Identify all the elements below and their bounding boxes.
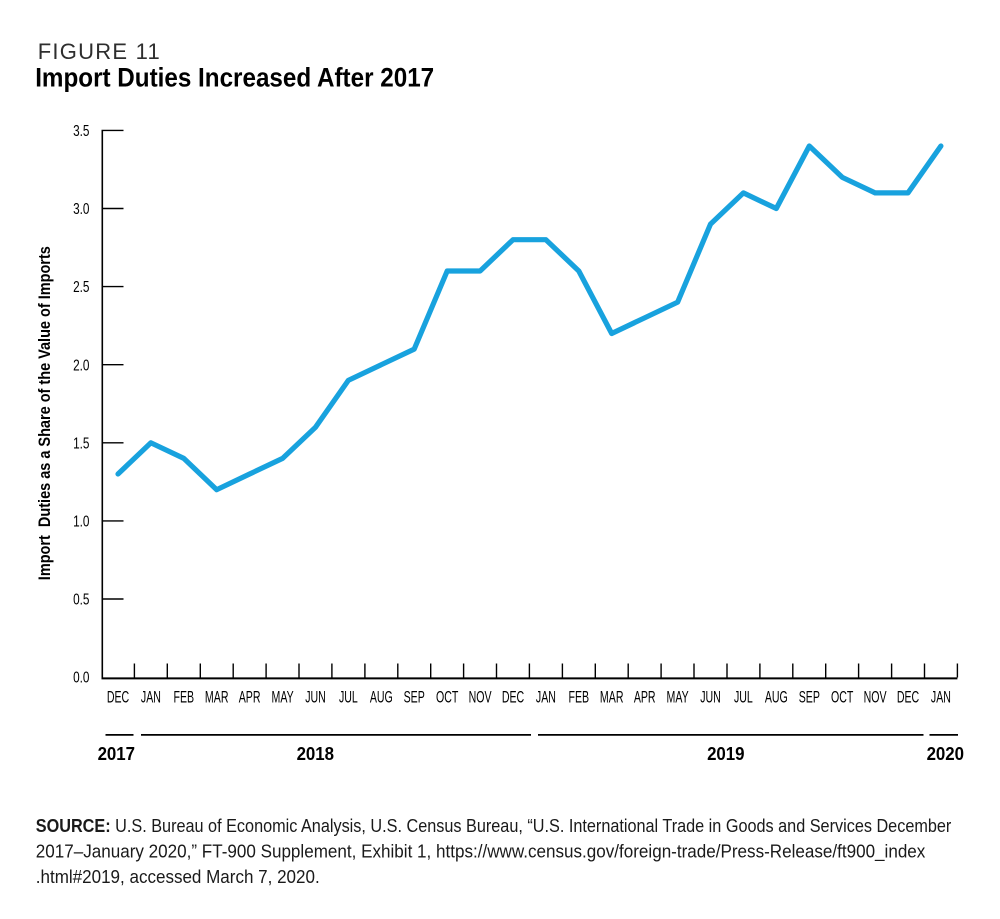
svg-text:3.5: 3.5 [73,123,90,140]
svg-text:DEC: DEC [107,688,129,706]
svg-text:2.0: 2.0 [73,357,90,374]
svg-text:JUN: JUN [305,688,326,706]
svg-text:Import Duties as a Share of t: Import Duties as a Share of the Value of… [36,246,54,580]
svg-text:JUL: JUL [339,688,358,706]
svg-text:SEP: SEP [799,688,820,706]
svg-text:2020: 2020 [927,743,965,764]
svg-text:MAR: MAR [600,688,624,706]
svg-text:AUG: AUG [370,688,393,706]
svg-text:1.5: 1.5 [73,435,90,452]
svg-text:FEB: FEB [569,688,590,706]
svg-text:2019: 2019 [707,743,745,764]
svg-text:JAN: JAN [536,688,556,706]
svg-text:2017–January 2020,” FT-900 Sup: 2017–January 2020,” FT-900 Supplement, E… [36,841,926,863]
svg-text:FEB: FEB [174,688,195,706]
svg-text:SOURCE: U.S. Bureau of Economi: SOURCE: U.S. Bureau of Economic Analysis… [36,815,952,836]
svg-text:AUG: AUG [765,688,788,706]
svg-text:DEC: DEC [897,688,919,706]
svg-text:2017: 2017 [98,743,136,764]
svg-text:0.0: 0.0 [73,669,90,686]
svg-text:0.5: 0.5 [73,591,90,608]
svg-text:DEC: DEC [502,688,524,706]
svg-text:JAN: JAN [931,688,951,706]
svg-text:MAR: MAR [205,688,229,706]
svg-text:JAN: JAN [141,688,161,706]
svg-text:MAY: MAY [272,688,294,706]
svg-text:NOV: NOV [864,688,888,706]
svg-text:JUL: JUL [734,688,753,706]
svg-text:NOV: NOV [469,688,493,706]
svg-text:JUN: JUN [700,688,721,706]
svg-text:APR: APR [239,688,261,706]
svg-text:3.0: 3.0 [73,201,90,218]
svg-text:FIGURE 11: FIGURE 11 [38,39,161,64]
svg-text:.html#2019, accessed March 7,: .html#2019, accessed March 7, 2020. [36,866,320,887]
svg-text:2018: 2018 [297,743,335,764]
svg-text:Import Duties Increased After: Import Duties Increased After 2017 [35,64,434,93]
svg-text:OCT: OCT [831,688,854,706]
svg-text:MAY: MAY [667,688,689,706]
svg-text:SEP: SEP [404,688,425,706]
svg-text:2.5: 2.5 [73,279,90,296]
svg-text:1.0: 1.0 [73,513,90,530]
svg-text:APR: APR [634,688,656,706]
svg-text:OCT: OCT [436,688,459,706]
